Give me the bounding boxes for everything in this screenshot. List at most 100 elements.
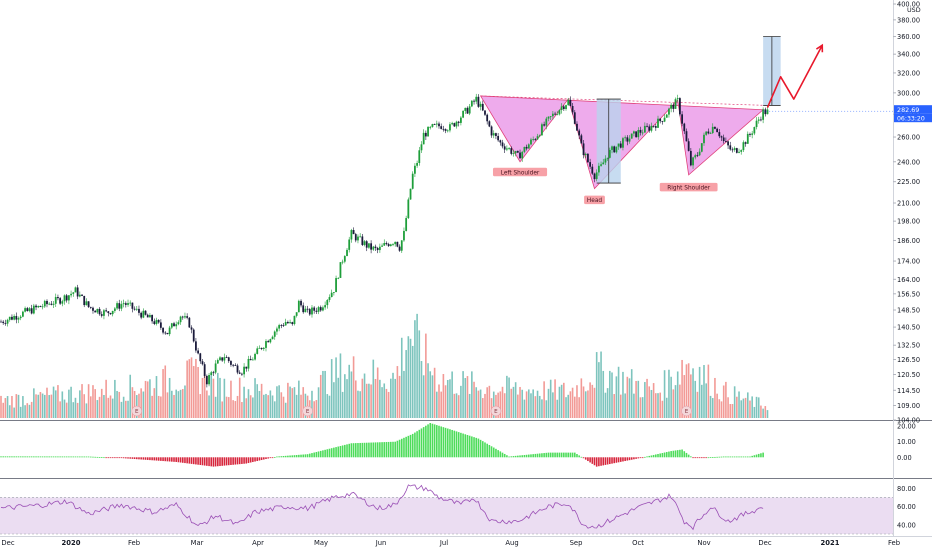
macd-bar bbox=[192, 457, 195, 465]
volume-bar bbox=[414, 320, 416, 418]
candle-body bbox=[597, 165, 600, 173]
macd-bar bbox=[532, 454, 534, 458]
candle-body bbox=[543, 124, 546, 126]
volume-bar bbox=[291, 388, 294, 418]
price-tick-label: 240.00 bbox=[897, 158, 920, 166]
candle-body bbox=[269, 339, 272, 343]
macd-bar bbox=[530, 454, 532, 458]
time-tick-label: Feb bbox=[128, 539, 140, 547]
macd-bar bbox=[722, 456, 725, 458]
macd-bar bbox=[525, 454, 528, 458]
volume-bar bbox=[298, 380, 300, 418]
candle-body bbox=[223, 357, 226, 361]
macd-bar bbox=[733, 456, 736, 458]
pattern-label-bg bbox=[492, 167, 548, 177]
volume-bar bbox=[762, 408, 764, 418]
candle-body bbox=[689, 150, 692, 166]
candle-body bbox=[22, 311, 24, 317]
macd-bar bbox=[650, 455, 653, 458]
macd-bar bbox=[746, 456, 749, 458]
macd-bar bbox=[460, 432, 462, 458]
macd-bar bbox=[6, 456, 9, 458]
macd-bar bbox=[519, 455, 521, 458]
macd-bar bbox=[573, 452, 576, 458]
volume-bar bbox=[168, 377, 171, 418]
macd-bar bbox=[659, 453, 661, 458]
price-tick-label: 140.50 bbox=[897, 324, 920, 332]
volume-bar bbox=[617, 366, 620, 418]
candle-body bbox=[337, 277, 340, 279]
candle-body bbox=[332, 292, 335, 293]
macd-bar bbox=[11, 456, 13, 458]
macd-bar bbox=[438, 425, 440, 458]
macd-bar bbox=[107, 457, 110, 459]
volume-bar bbox=[709, 395, 712, 418]
macd-bar bbox=[622, 457, 624, 462]
volume-bar bbox=[661, 400, 664, 418]
volume-bar bbox=[425, 333, 427, 418]
rsi-tick-label: 80.00 bbox=[897, 485, 916, 493]
candle-body bbox=[120, 304, 123, 309]
macd-bar bbox=[690, 456, 692, 458]
macd-bar bbox=[206, 457, 208, 466]
volume-bar bbox=[85, 403, 88, 418]
volume-bar bbox=[74, 397, 77, 418]
volume-bar bbox=[254, 378, 256, 418]
volume-bar bbox=[541, 399, 543, 418]
candle-body bbox=[641, 132, 644, 134]
macd-bar bbox=[694, 457, 697, 459]
volume-bar bbox=[315, 400, 318, 418]
macd-bar bbox=[600, 457, 602, 466]
macd-bar bbox=[13, 456, 15, 458]
macd-bar bbox=[411, 433, 414, 458]
candle-body bbox=[424, 132, 427, 137]
candle-body bbox=[324, 305, 327, 308]
macd-bar bbox=[267, 457, 269, 459]
volume-bar bbox=[171, 390, 173, 418]
macd-bar bbox=[190, 457, 193, 464]
macd-bar bbox=[381, 442, 383, 458]
candle-body bbox=[556, 114, 559, 116]
volume-bar bbox=[521, 389, 524, 418]
volume-bar bbox=[142, 391, 145, 418]
candle-body bbox=[525, 146, 528, 149]
candle-body bbox=[492, 133, 495, 136]
macd-bar bbox=[357, 443, 359, 458]
candle-body bbox=[83, 295, 86, 306]
volume-bar bbox=[508, 377, 510, 418]
macd-bar bbox=[501, 452, 504, 458]
volume-bar bbox=[247, 389, 250, 418]
macd-bar bbox=[661, 453, 664, 458]
macd-bar bbox=[346, 444, 348, 458]
macd-bar bbox=[587, 457, 589, 462]
macd-bar bbox=[637, 457, 640, 459]
macd-bar bbox=[263, 457, 265, 460]
candle-body bbox=[422, 132, 425, 145]
macd-bar bbox=[280, 456, 283, 458]
candle-body bbox=[495, 133, 497, 136]
macd-bar bbox=[50, 456, 53, 458]
macd-bar bbox=[433, 424, 436, 458]
macd-bar bbox=[657, 453, 659, 458]
candle-body bbox=[602, 162, 605, 165]
candle-body bbox=[28, 308, 31, 312]
candle-body bbox=[534, 139, 537, 140]
volume-bar bbox=[720, 401, 723, 418]
candle-body bbox=[247, 358, 250, 369]
price-tick-label: 174.00 bbox=[897, 258, 920, 266]
candle-body bbox=[41, 306, 44, 308]
candle-body bbox=[414, 165, 416, 174]
volume-bar bbox=[650, 389, 653, 418]
candle-body bbox=[444, 129, 447, 131]
candle-body bbox=[116, 303, 118, 309]
rsi-line bbox=[0, 484, 764, 531]
volume-bar bbox=[749, 400, 751, 418]
volume-bar bbox=[87, 384, 90, 418]
macd-bar bbox=[523, 454, 526, 458]
macd-bar bbox=[287, 455, 289, 458]
time-tick-label: Dec bbox=[758, 539, 771, 547]
macd-bar bbox=[258, 457, 261, 461]
macd-bar bbox=[701, 457, 703, 459]
